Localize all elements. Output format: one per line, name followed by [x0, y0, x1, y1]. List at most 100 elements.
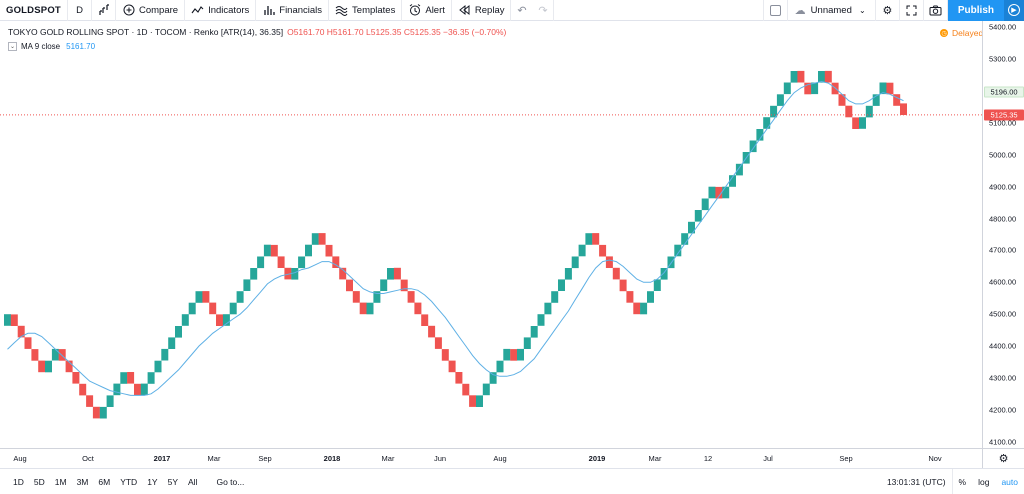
range-button-1y[interactable]: 1Y — [147, 476, 158, 487]
renko-brick-down — [715, 186, 723, 199]
clock-readout[interactable]: 13:01:31 (UTC) — [881, 469, 952, 494]
publish-dropdown-button[interactable]: ▶ — [1004, 0, 1024, 21]
range-button-1m[interactable]: 1M — [54, 476, 67, 487]
log-label: log — [978, 476, 990, 487]
renko-brick-down — [469, 395, 477, 407]
renko-brick-up — [735, 163, 743, 176]
goto-button[interactable]: Go to... — [216, 476, 245, 487]
cloud-icon: ☁ — [794, 4, 806, 17]
range-button-3m[interactable]: 3M — [76, 476, 89, 487]
price-scale[interactable]: 5400.005300.005200.005100.005000.004900.… — [982, 21, 1024, 448]
renko-brick-up — [503, 348, 511, 361]
range-button-6m[interactable]: 6M — [98, 476, 111, 487]
renko-brick-up — [872, 94, 880, 106]
renko-brick-down — [127, 372, 135, 384]
compare-button[interactable]: Compare — [116, 0, 186, 21]
undo-button[interactable]: ↶ — [511, 0, 532, 21]
delayed-label: Delayed — [952, 28, 984, 38]
alert-clock-icon — [408, 4, 421, 17]
renko-brick-up — [147, 372, 155, 384]
templates-button[interactable]: Templates — [329, 0, 403, 21]
range-button-5y[interactable]: 5Y — [167, 476, 178, 487]
renko-bricks — [4, 70, 907, 419]
renko-brick-down — [626, 291, 634, 303]
percent-toggle[interactable]: % — [951, 468, 973, 494]
renko-brick-up — [681, 233, 689, 245]
renko-brick-up — [120, 372, 128, 384]
renko-brick-down — [65, 360, 73, 373]
scale-settings-button[interactable]: ⚙ — [982, 448, 1024, 468]
renko-brick-down — [886, 82, 894, 95]
log-toggle[interactable]: log — [972, 469, 995, 494]
renko-brick-up — [476, 395, 483, 407]
settings-button[interactable]: ⚙ — [876, 0, 900, 21]
renko-brick-down — [838, 94, 846, 106]
renko-brick-up — [298, 256, 306, 269]
chart-pane[interactable] — [0, 21, 982, 448]
price-tick-label: 4800.00 — [989, 214, 1017, 224]
renko-brick-up — [722, 186, 730, 199]
replay-label: Replay — [474, 4, 505, 16]
range-button-1d[interactable]: 1D — [13, 476, 24, 487]
layout-menu[interactable]: ☁ Unnamed ⌄ — [788, 0, 876, 21]
renko-brick-down — [346, 279, 353, 292]
price-tick-label: 4900.00 — [989, 182, 1017, 192]
time-tick-label: Oct — [82, 454, 94, 463]
renko-brick-up — [776, 94, 784, 106]
alert-button[interactable]: Alert — [402, 0, 452, 21]
renko-brick-down — [24, 337, 32, 349]
replay-button[interactable]: Replay — [452, 0, 512, 21]
renko-brick-up — [674, 244, 682, 257]
indicators-button[interactable]: Indicators — [185, 0, 257, 21]
renko-brick-up — [749, 140, 757, 153]
publish-button[interactable]: Publish — [947, 0, 1004, 21]
renko-brick-up — [640, 302, 648, 315]
interval-button[interactable]: D — [68, 0, 92, 21]
snapshot-button[interactable] — [924, 0, 948, 21]
renko-brick-up — [181, 314, 189, 326]
symbol-search[interactable]: GOLDSPOT — [0, 0, 68, 21]
renko-brick-down — [202, 291, 210, 303]
symbol-description: TOKYO GOLD ROLLING SPOT · 1D · TOCOM · R… — [8, 27, 284, 37]
renko-brick-up — [818, 71, 825, 83]
play-circle-icon: ▶ — [1008, 4, 1020, 16]
time-scale[interactable]: Aug Oct 2017 Mar Sep 2018 Mar Jun Aug 2019 Mar 12 Ju… — [0, 448, 982, 468]
collapse-chevron-icon[interactable]: ⌄ — [8, 42, 17, 51]
renko-brick-up — [106, 395, 114, 407]
time-tick-label: Aug — [13, 454, 27, 463]
renko-brick-up — [373, 291, 381, 303]
renko-brick-down — [893, 94, 901, 106]
renko-brick-up — [4, 314, 11, 326]
renko-brick-up — [305, 244, 312, 257]
renko-brick-down — [359, 302, 367, 315]
templates-label: Templates — [352, 4, 396, 16]
price-tick-label: 4100.00 — [989, 437, 1017, 447]
fullscreen-button[interactable] — [900, 0, 924, 21]
financials-button[interactable]: Financials — [256, 0, 330, 21]
chart-style-button[interactable] — [92, 0, 116, 21]
renko-brick-up — [222, 314, 230, 326]
renko-brick-down — [72, 372, 80, 384]
renko-brick-down — [277, 256, 285, 268]
renko-brick-up — [51, 348, 59, 361]
redo-button[interactable]: ↷ — [532, 0, 555, 21]
range-button-all[interactable]: All — [188, 476, 198, 487]
gear-icon: ⚙ — [882, 4, 893, 17]
renko-brick-down — [421, 314, 429, 326]
auto-toggle[interactable]: auto — [995, 469, 1024, 494]
time-tick-label: 2018 — [323, 454, 341, 463]
renko-brick-down — [510, 349, 518, 361]
select-layout-checkbox[interactable] — [762, 0, 788, 21]
renko-brick-up — [694, 210, 702, 222]
renko-brick-up — [523, 337, 531, 349]
range-button-5d[interactable]: 5D — [33, 476, 45, 487]
renko-brick-up — [865, 105, 873, 118]
renko-brick-down — [325, 244, 333, 257]
ma-legend[interactable]: ⌄ MA 9 close 5161.70 — [8, 42, 95, 51]
chart-legend-title: TOKYO GOLD ROLLING SPOT · 1D · TOCOM · R… — [8, 27, 506, 37]
time-tick-label: Aug — [493, 454, 507, 463]
range-button-ytd[interactable]: YTD — [120, 476, 138, 487]
delayed-badge[interactable]: ◷ Delayed — [940, 28, 983, 38]
renko-brick-down — [845, 105, 853, 118]
renko-brick-up — [188, 302, 196, 315]
